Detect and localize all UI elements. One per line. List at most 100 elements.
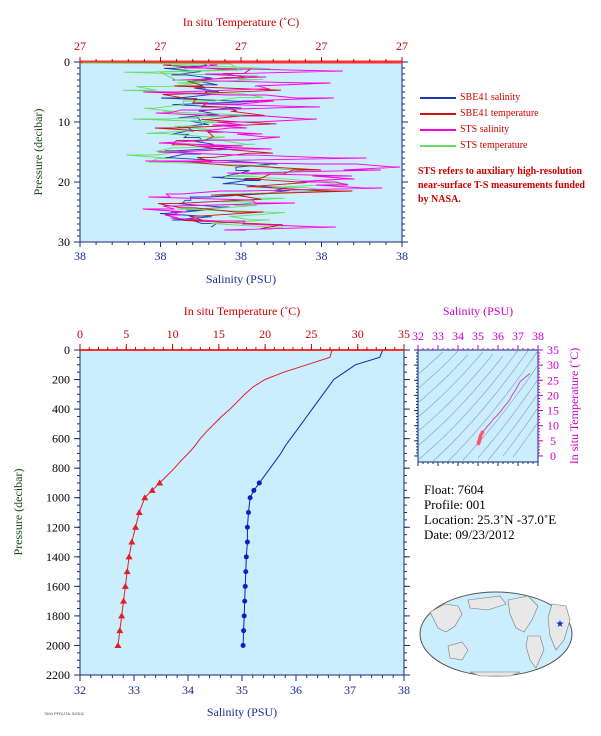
temperature-point [123, 568, 131, 575]
salinity-point [251, 487, 257, 493]
temperature-point [120, 597, 128, 604]
main-pressure-axis-label: Pressure (decibar) [11, 469, 25, 556]
main-sal-tick-label: 36 [290, 683, 302, 697]
ts-isopycnal [417, 354, 469, 404]
ts-temp-axis-label: In situ Temperature (˚C) [567, 348, 581, 465]
ts-isopycnal [417, 350, 459, 389]
top-pressure-axis-label: Pressure (decibar) [31, 109, 45, 196]
ts-density-contours [417, 350, 539, 462]
float-number: Float: 7604 [424, 482, 484, 497]
temperature-point [156, 479, 164, 486]
legend-sbe41-temperature: SBE41 temperature [420, 108, 539, 119]
main-pressure-tick-label: 0 [64, 343, 70, 357]
temperature-point [141, 494, 149, 501]
ts-isopycnal [417, 355, 504, 446]
top-panel-surface-profile: In situ Temperature (˚C) 27 27 27 27 27 38 38… [31, 15, 408, 286]
ts-temp-tick-label: 5 [550, 434, 556, 448]
ts-temp-tick-label: 30 [547, 358, 559, 372]
top-temp-tick-label: 27 [316, 39, 328, 53]
ts-isopycnal [502, 407, 539, 457]
profile-number: Profile: 001 [424, 497, 486, 512]
map-land-asia [429, 603, 463, 633]
main-sal-tick-label: 33 [128, 683, 140, 697]
ts-temp-tick-label: 25 [547, 373, 559, 387]
ts-sal-tick-label: 32 [412, 329, 424, 343]
main-pressure-tick-label: 1800 [46, 609, 70, 623]
main-sal-axis-label: Salinity (PSU) [207, 705, 277, 719]
main-temp-tick-label: 5 [123, 327, 129, 341]
main-sal-tick-label: 32 [74, 683, 86, 697]
ts-sal-tick-label: 33 [432, 329, 444, 343]
top-sal-tick-label: 38 [74, 249, 86, 263]
main-temp-tick-label: 20 [259, 327, 271, 341]
ts-sal-tick-label: 36 [492, 329, 504, 343]
legend-swatch [420, 112, 456, 115]
salinity-point [241, 628, 247, 634]
top-sal-tick-label: 38 [155, 249, 167, 263]
ts-point [476, 441, 481, 446]
profile-date: Date: 09/23/2012 [424, 527, 515, 542]
legend-swatch [420, 128, 456, 131]
top-sal-tick-label: 38 [235, 249, 247, 263]
salinity-point [256, 480, 262, 486]
ts-isopycnal [447, 350, 539, 462]
ts-isopycnal [477, 379, 539, 458]
salinity-point [240, 642, 246, 648]
main-sal-tick-label: 37 [344, 683, 356, 697]
legend-sts-salinity: STS salinity [420, 124, 509, 135]
top-traces [81, 62, 401, 231]
ts-sal-tick-label: 37 [512, 329, 524, 343]
top-temp-tick-label: 27 [235, 39, 247, 53]
temperature-point [148, 486, 156, 493]
main-sal-ticks: 32 33 34 35 36 37 38 [74, 675, 410, 697]
main-sal-tick-label: 34 [182, 683, 194, 697]
salinity-point [243, 554, 249, 560]
main-panel-full-profile: In situ Temperature (˚C) 0 5 10 15 20 25 30 35 … [11, 304, 410, 719]
ts-trace [476, 373, 531, 446]
location-map: ★ [419, 591, 573, 677]
salinity-point [247, 495, 253, 501]
top-pressure-tick-label: 30 [58, 235, 70, 249]
main-pressure-tick-label: 800 [52, 461, 70, 475]
ts-isopycnal [432, 350, 529, 462]
ts-sal-tick-label: 35 [472, 329, 484, 343]
top-pressure-ticks: 0 10 20 30 [58, 55, 408, 249]
main-pressure-tick-label: 2200 [46, 668, 70, 682]
main-pressure-tick-label: 1000 [46, 491, 70, 505]
temperature-point [132, 523, 140, 530]
map-land-north-america [507, 595, 539, 633]
legend-sts-temperature: STS temperature [420, 140, 527, 151]
main-temp-tick-label: 0 [77, 327, 83, 341]
ts-sal-ticks: 32 33 34 35 36 37 38 [412, 329, 544, 466]
main-plot-area [79, 349, 405, 676]
legend-label: STS salinity [460, 124, 510, 135]
top-temp-tick-label: 27 [396, 39, 408, 53]
top-pressure-tick-label: 20 [58, 175, 70, 189]
salinity-point [241, 613, 247, 619]
temperature-point [116, 627, 124, 634]
float-location-star-icon: ★ [556, 619, 565, 630]
main-temp-tick-label: 30 [352, 327, 364, 341]
salinity-point [244, 539, 250, 545]
main-sal-tick-label: 35 [236, 683, 248, 697]
map-land-africa-europe [547, 603, 571, 651]
main-pressure-tick-label: 400 [52, 402, 70, 416]
top-temp-tick-label: 27 [74, 39, 86, 53]
ts-temp-tick-label: 10 [547, 419, 559, 433]
top-sal-tick-label: 38 [316, 249, 328, 263]
top-trace-surface [81, 62, 242, 83]
main-pressure-tick-label: 600 [52, 432, 70, 446]
map-land-south-america [525, 635, 545, 669]
top-trace-line [142, 64, 401, 231]
salinity-point [245, 510, 251, 515]
main-temp-tick-label: 25 [305, 327, 317, 341]
top-pressure-tick-label: 10 [58, 115, 70, 129]
main-temp-tick-label: 35 [398, 327, 410, 341]
ts-sal-tick-label: 38 [532, 329, 544, 343]
main-pressure-tick-label: 1400 [46, 550, 70, 564]
legend-sbe41-salinity: SBE41 salinity [420, 92, 520, 103]
temperature-point [114, 641, 122, 648]
map-land-arctic [467, 595, 507, 611]
